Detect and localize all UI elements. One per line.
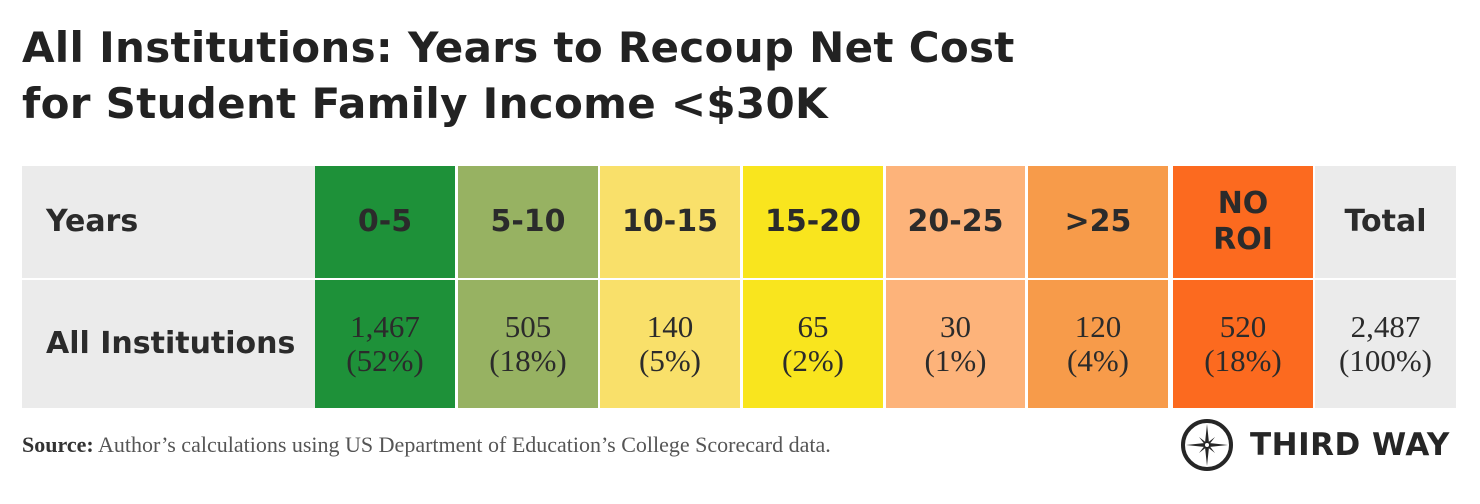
header-total: Total bbox=[1315, 166, 1456, 278]
header-label: 20-25 bbox=[907, 204, 1004, 239]
header-label: 15-20 bbox=[765, 204, 861, 239]
row-label-all-institutions: All Institutions bbox=[22, 280, 315, 408]
count-value: 520 bbox=[1219, 309, 1267, 344]
title-line-1: All Institutions: Years to Recoup Net Co… bbox=[22, 23, 1015, 72]
header-label: Total bbox=[1344, 204, 1427, 239]
percent-value: (1%) bbox=[924, 343, 987, 378]
row-label: All Institutions bbox=[46, 326, 296, 361]
percent-value: (18%) bbox=[1204, 343, 1282, 378]
value-cell: 1,467 (52%) bbox=[315, 280, 455, 408]
header-10-15: 10-15 bbox=[600, 166, 740, 278]
value-cell: 120 (4%) bbox=[1028, 280, 1168, 408]
percent-value: (2%) bbox=[782, 343, 844, 378]
logo-text: THIRD WAY bbox=[1250, 427, 1450, 463]
compass-icon bbox=[1181, 419, 1233, 471]
header-label: 5-10 bbox=[490, 204, 566, 239]
source-text: Author’s calculations using US Departmen… bbox=[93, 432, 831, 457]
header-years-label: Years bbox=[46, 204, 139, 239]
count-value: 140 bbox=[646, 309, 694, 344]
count-value: 120 bbox=[1074, 309, 1122, 344]
header-label: >25 bbox=[1064, 204, 1132, 239]
count-value: 65 bbox=[797, 309, 829, 344]
value-cell: 65 (2%) bbox=[743, 280, 883, 408]
percent-value: (4%) bbox=[1067, 343, 1129, 378]
count-value: 505 bbox=[504, 309, 552, 344]
chart-title: All Institutions: Years to Recoup Net Co… bbox=[22, 20, 1015, 132]
header-years: Years bbox=[22, 166, 315, 278]
count-value: 1,467 bbox=[350, 309, 420, 344]
title-line-2: for Student Family Income <$30K bbox=[22, 79, 828, 128]
header-0-5: 0-5 bbox=[315, 166, 455, 278]
percent-value: (52%) bbox=[346, 343, 424, 378]
value-cell: 30 (1%) bbox=[886, 280, 1025, 408]
percent-value: (100%) bbox=[1339, 343, 1432, 378]
value-cell: 520 (18%) bbox=[1173, 280, 1313, 408]
header-label: 10-15 bbox=[622, 204, 718, 239]
header-label: 0-5 bbox=[357, 204, 413, 239]
percent-value: (18%) bbox=[489, 343, 567, 378]
third-way-logo: THIRD WAY bbox=[1180, 418, 1450, 472]
header-gt-25: >25 bbox=[1028, 166, 1168, 278]
header-20-25: 20-25 bbox=[886, 166, 1025, 278]
count-value: 30 bbox=[940, 309, 971, 344]
value-cell: 2,487 (100%) bbox=[1315, 280, 1456, 408]
value-cell: 140 (5%) bbox=[600, 280, 740, 408]
source-label: Source: bbox=[22, 432, 94, 457]
value-cell: 505 (18%) bbox=[458, 280, 598, 408]
header-no-roi: NO ROI bbox=[1173, 166, 1313, 278]
source-note: Source: Author’s calculations using US D… bbox=[22, 432, 831, 458]
count-value: 2,487 bbox=[1350, 309, 1421, 344]
header-15-20: 15-20 bbox=[743, 166, 883, 278]
header-5-10: 5-10 bbox=[458, 166, 598, 278]
data-table: Years All Institutions 0-5 1,467 (52%) 5-10… bbox=[22, 166, 1456, 408]
percent-value: (5%) bbox=[639, 343, 701, 378]
header-label: NO ROI bbox=[1213, 186, 1273, 257]
